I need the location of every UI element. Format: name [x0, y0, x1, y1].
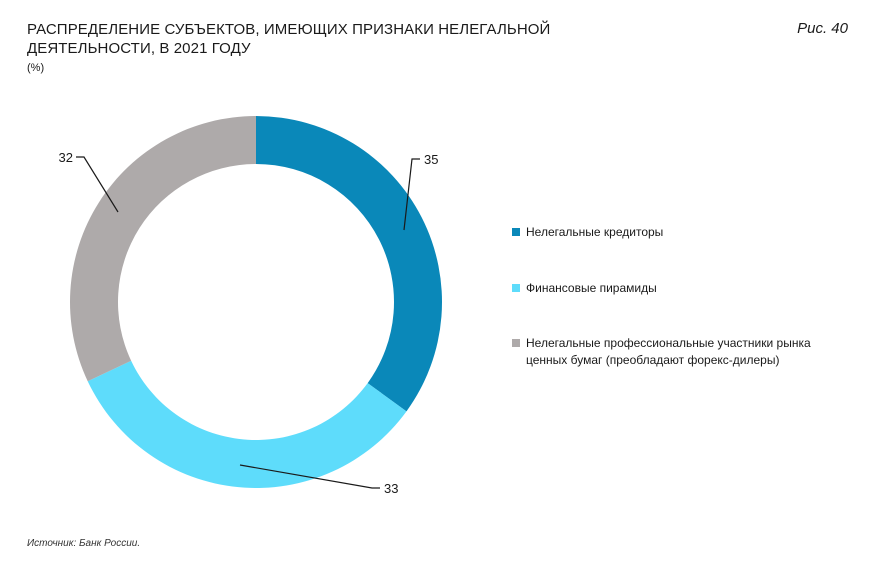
legend-label: Финансовые пирамиды [526, 281, 657, 295]
legend-swatch [512, 284, 520, 292]
unit-label: (%) [27, 62, 45, 74]
donut-slice-2 [87, 360, 407, 489]
legend-item-2: Финансовые пирамиды [512, 280, 842, 297]
legend-swatch [512, 228, 520, 236]
donut-slice-1 [256, 116, 443, 412]
legend-swatch [512, 339, 520, 347]
figure-number: Рис. 40 [797, 20, 848, 37]
source-note: Источник: Банк России. [27, 538, 141, 549]
donut-slice-3 [69, 116, 256, 382]
chart-title-line-2: ДЕЯТЕЛЬНОСТИ, В 2021 ГОДУ [27, 40, 251, 57]
chart-title-line-1: РАСПРЕДЕЛЕНИЕ СУБЪЕКТОВ, ИМЕЮЩИХ ПРИЗНАК… [27, 21, 551, 38]
leader-line-1 [403, 158, 420, 231]
legend-item-1: Нелегальные кредиторы [512, 224, 842, 241]
data-label-1: 35 [424, 152, 438, 167]
data-label-3: 32 [59, 150, 73, 165]
chart-title: РАСПРЕДЕЛЕНИЕ СУБЪЕКТОВ, ИМЕЮЩИХ ПРИЗНАК… [27, 20, 627, 58]
legend-label: Нелегальные профессиональные участники р… [526, 336, 811, 367]
data-label-2: 33 [384, 481, 398, 496]
legend-item-3: Нелегальные профессиональные участники р… [512, 335, 842, 369]
leader-line-3 [76, 156, 119, 213]
leader-line-2 [239, 464, 380, 489]
legend-label: Нелегальные кредиторы [526, 225, 664, 239]
